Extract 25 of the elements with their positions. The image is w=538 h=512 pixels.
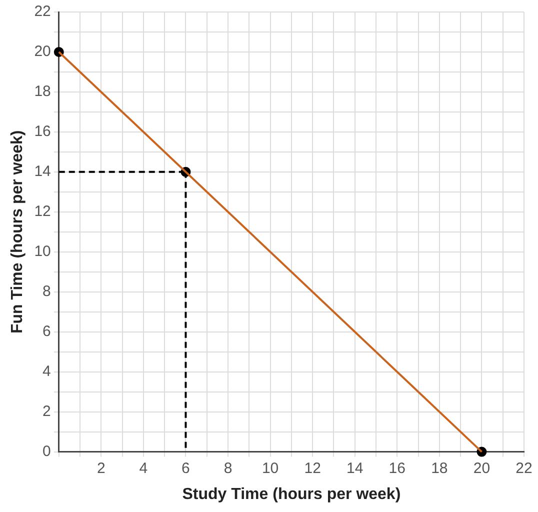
y-tick-label: 16 — [34, 123, 51, 140]
y-tick-label: 14 — [34, 163, 51, 180]
x-tick-label: 14 — [346, 460, 364, 477]
y-tick-label: 8 — [42, 283, 51, 300]
y-tick-label: 2 — [42, 402, 51, 420]
x-tick-label: 8 — [224, 460, 232, 477]
x-tick-label: 22 — [516, 460, 532, 477]
y-tick-label: 22 — [34, 3, 51, 20]
y-tick-label: 20 — [34, 43, 51, 60]
x-tick-label: 18 — [431, 460, 448, 477]
y-tick-label: 6 — [42, 322, 51, 340]
x-axis-title: Study Time (hours per week) — [182, 486, 401, 503]
x-tick-label: 2 — [96, 460, 106, 477]
y-axis-title: Fun Time (hours per week) — [9, 130, 26, 334]
x-tick-label: 6 — [182, 460, 190, 477]
x-tick-label: 12 — [304, 460, 321, 477]
x-tick-label: 4 — [139, 460, 148, 477]
y-tick-label: 10 — [34, 243, 51, 260]
x-tick-label: 16 — [388, 460, 406, 477]
x-tick-label: 10 — [262, 460, 279, 477]
y-tick-label: 0 — [42, 442, 51, 460]
x-tick-label: 20 — [473, 460, 490, 477]
y-tick-label: 4 — [42, 362, 51, 380]
y-tick-label: 18 — [34, 83, 51, 100]
y-tick-label: 12 — [34, 203, 51, 220]
